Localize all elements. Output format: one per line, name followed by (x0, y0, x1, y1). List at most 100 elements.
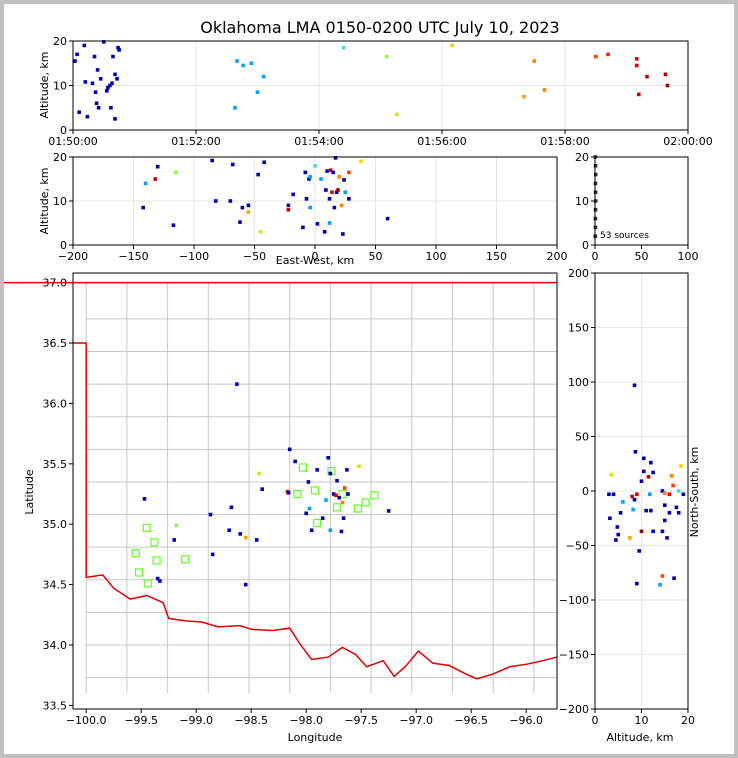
lightning-source (324, 188, 328, 192)
county-map (85, 282, 557, 694)
lightning-source (153, 177, 158, 181)
lightning-source (593, 164, 598, 168)
lightning-source (450, 43, 455, 48)
x-tick-label: 10 (635, 714, 649, 727)
source-count: 53 sources (600, 231, 649, 241)
lightning-source (313, 164, 317, 168)
lightning-source (385, 216, 390, 221)
lightning-source (345, 468, 349, 472)
lightning-source (634, 57, 639, 61)
lightning-source (326, 455, 330, 460)
y-tick-label: 0 (60, 124, 67, 137)
lightning-source (346, 492, 350, 496)
lightning-source (357, 464, 361, 469)
lightning-source (158, 579, 162, 583)
lightning-source (395, 112, 399, 117)
lightning-source (347, 170, 351, 175)
lightning-source (645, 74, 649, 79)
lightning-source (324, 498, 328, 502)
lma-station (293, 489, 302, 499)
lightning-source (115, 77, 119, 81)
plan-ylabel: Latitude (23, 469, 36, 515)
x-tick-label: 50 (369, 250, 383, 263)
axes-frame (594, 156, 689, 246)
x-tick-label: −96.0 (509, 714, 543, 727)
lightning-source (210, 158, 214, 163)
x-tick-label: 100 (426, 250, 447, 263)
lightning-source (229, 505, 234, 510)
lightning-source (334, 493, 338, 498)
lightning-source (210, 552, 215, 557)
lightning-source (359, 159, 363, 164)
lightning-source (230, 162, 235, 167)
y-tick-label: 10 (53, 80, 67, 93)
x-tick-label: −97.5 (344, 714, 378, 727)
lightning-source (96, 105, 101, 110)
lightning-source (82, 43, 87, 48)
lightning-source (662, 518, 667, 523)
x-tick-label: −200 (58, 250, 88, 263)
lightning-source (637, 92, 641, 97)
lightning-source (331, 170, 335, 175)
lightning-source (235, 382, 239, 386)
lightning-source (651, 470, 655, 475)
lightning-source (320, 516, 325, 520)
lightning-source (98, 77, 103, 81)
lma-station (143, 579, 152, 588)
lightning-source (611, 492, 616, 497)
y-tick-label: 20 (575, 151, 589, 164)
lightning-source (343, 190, 348, 194)
lightning-source (342, 486, 347, 490)
x-tick-label: 02:00:00 (663, 135, 712, 148)
y-tick-label: −150 (559, 649, 589, 662)
lightning-source (614, 538, 618, 542)
x-tick-label: 01:52:00 (171, 135, 220, 148)
lightning-source (306, 480, 311, 484)
y-tick-label: 35.0 (43, 518, 68, 531)
lma-station (131, 549, 140, 558)
lightning-source (113, 72, 117, 77)
x-tick-label: 01:58:00 (540, 135, 589, 148)
lightning-source (83, 80, 88, 84)
x-tick-label: 01:50:00 (48, 135, 97, 148)
lightning-source (672, 576, 676, 580)
lightning-source (110, 81, 114, 86)
lightning-source (336, 188, 340, 192)
time-height-ylabel: Altitude, km (38, 51, 51, 118)
axes-frame (594, 272, 689, 710)
x-tick-label: 01:54:00 (294, 135, 343, 148)
lightning-source (334, 190, 339, 194)
lightning-source (634, 63, 639, 68)
x-tick-label: −98.0 (289, 714, 323, 727)
lightning-source (309, 528, 314, 533)
lightning-source (227, 528, 231, 533)
lightning-source (635, 492, 639, 497)
lightning-source (243, 535, 248, 540)
figure: Oklahoma LMA 0150-0200 UTC July 10, 2023… (4, 4, 734, 754)
lightning-source (335, 478, 339, 483)
lightning-source (249, 61, 254, 66)
x-tick-label: 50 (635, 250, 649, 263)
lightning-source (642, 469, 646, 474)
y-tick-label: 36.5 (43, 337, 68, 350)
lightning-source (304, 197, 309, 201)
lightning-source (155, 576, 160, 581)
x-tick-label: 01:56:00 (417, 135, 466, 148)
lightning-source (341, 45, 346, 50)
lightning-source (616, 532, 621, 537)
lightning-source (93, 90, 98, 94)
lightning-source (228, 199, 233, 203)
axes-frame (72, 156, 558, 246)
x-tick-label: −97.0 (399, 714, 433, 727)
lightning-source (339, 529, 344, 534)
x-tick-label: −100.0 (66, 714, 107, 727)
lightning-source (77, 110, 81, 114)
lma-station (298, 463, 307, 472)
lightning-source (660, 489, 665, 493)
x-tick-label: 100 (678, 250, 699, 263)
lightning-source (238, 532, 242, 536)
lma-station (338, 489, 347, 499)
lightning-source (347, 197, 351, 201)
lightning-source (85, 114, 90, 119)
y-tick-label: 34.5 (43, 579, 68, 592)
